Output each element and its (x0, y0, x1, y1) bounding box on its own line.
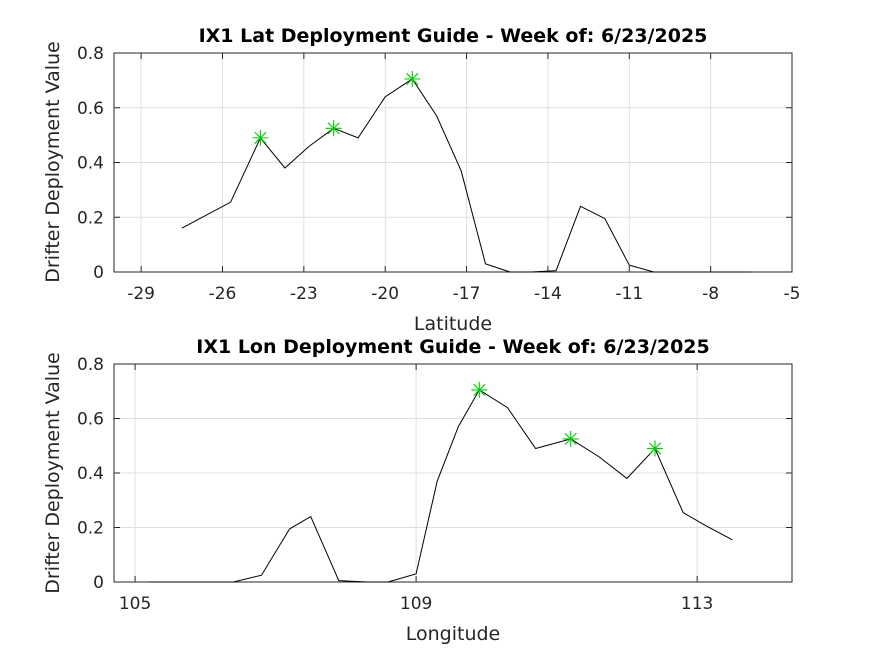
lon-y-tick-label: 0.8 (77, 355, 104, 375)
lon-y-tick-label: 0.2 (77, 519, 104, 539)
lat-y-tick-label: 0.2 (77, 208, 104, 228)
lon-highlight-marker (471, 381, 488, 398)
lon-ticks: 105 109 113 0 0.2 0.4 0.6 0.8 (77, 355, 792, 614)
lat-chart-title: IX1 Lat Deployment Guide - Week of: 6/23… (199, 25, 708, 47)
lat-x-tick-label: -14 (534, 284, 562, 304)
lon-x-tick-label: 109 (400, 594, 432, 614)
lat-series-line (181, 78, 752, 273)
lon-y-tick-label: 0.4 (77, 464, 104, 484)
lat-x-tick-label: -26 (209, 284, 237, 304)
lat-x-tick-label: -8 (702, 284, 719, 304)
lon-y-tick-label: 0 (93, 573, 104, 593)
lat-y-tick-label: 0.4 (77, 154, 104, 174)
lat-x-tick-label: -17 (453, 284, 481, 304)
lat-x-tick-label: -23 (290, 284, 318, 304)
lon-chart: 105 109 113 0 0.2 0.4 0.6 0.8 IX1 Lon Deploymen… (42, 336, 793, 645)
lat-x-tick-label: -11 (615, 284, 643, 304)
lat-grid (114, 53, 792, 272)
lat-x-axis-label: Latitude (414, 313, 492, 335)
lat-y-tick-label: 0 (93, 263, 104, 283)
lat-series (181, 71, 752, 273)
lon-highlight-marker (562, 430, 579, 447)
lon-highlight-marker (646, 440, 663, 457)
lat-x-tick-label: -5 (784, 284, 801, 304)
lon-y-axis-label: Drifter Deployment Value (42, 352, 64, 594)
lat-y-axis-label: Drifter Deployment Value (42, 41, 64, 283)
lat-x-tick-label: -29 (127, 284, 155, 304)
lat-highlight-marker (252, 129, 269, 146)
lon-chart-title: IX1 Lon Deployment Guide - Week of: 6/23… (196, 336, 709, 358)
lon-y-tick-label: 0.6 (77, 410, 104, 430)
lat-y-tick-label: 0.6 (77, 99, 104, 119)
lon-series-line (149, 389, 733, 583)
lat-x-tick-label: -20 (371, 284, 399, 304)
lat-highlight-marker (404, 71, 421, 88)
lon-x-tick-label: 105 (119, 594, 151, 614)
lat-ticks: -29 -26 -23 -20 -17 -14 -11 -8 -5 0 0.2 0.4 0.6 0.8 (77, 44, 801, 304)
lat-highlight-marker (325, 120, 342, 137)
lon-x-tick-label: 113 (681, 594, 713, 614)
lon-series (149, 381, 733, 583)
lon-grid (114, 364, 792, 582)
lat-chart: -29 -26 -23 -20 -17 -14 -11 -8 -5 0 0.2 0.4 0.6 0.8 I… (42, 25, 800, 335)
lon-x-axis-label: Longitude (406, 623, 501, 645)
lat-y-tick-label: 0.8 (77, 44, 104, 64)
